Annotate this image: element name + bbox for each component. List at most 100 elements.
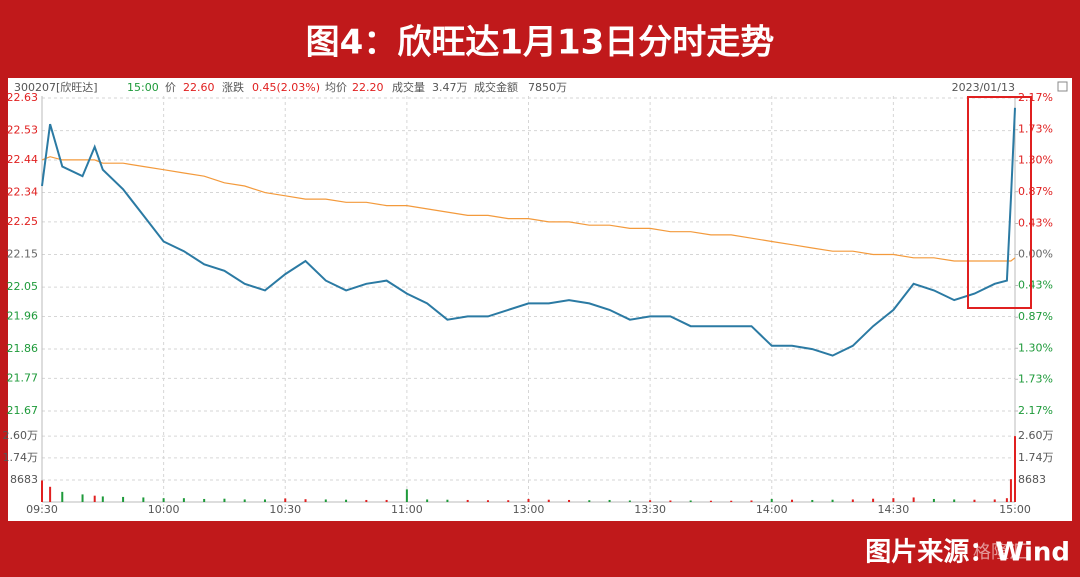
date: 2023/01/13 bbox=[952, 81, 1015, 94]
x-tick-label: 09:30 bbox=[26, 503, 58, 516]
volume-bar bbox=[466, 499, 469, 502]
volume-bar bbox=[223, 498, 226, 502]
volume-bar bbox=[649, 500, 652, 502]
volume-bar bbox=[527, 498, 530, 502]
y2-tick-label: 0.43% bbox=[1018, 279, 1053, 292]
info-text: 0.45(2.03%) bbox=[252, 81, 320, 94]
y2-tick-label: 0.87% bbox=[1018, 185, 1053, 198]
volume-bar bbox=[811, 499, 814, 502]
volume-bar bbox=[93, 495, 96, 502]
volume-bar bbox=[81, 494, 84, 502]
source: 图片来源：Wind bbox=[865, 538, 1070, 568]
y-tick-label: 22.44 bbox=[7, 153, 39, 166]
x-tick-label: 14:30 bbox=[878, 503, 910, 516]
vol-tick-label: 1.74万 bbox=[3, 451, 39, 464]
plot-panel bbox=[8, 78, 1072, 521]
watermark: 格隆汇 bbox=[973, 542, 1027, 563]
volume-bar bbox=[628, 500, 631, 502]
volume-bar bbox=[446, 499, 449, 502]
volume-bar bbox=[1005, 498, 1008, 502]
volume-bar bbox=[1009, 479, 1012, 502]
y2-tick-label: 1.73% bbox=[1018, 123, 1053, 136]
volume-bar bbox=[203, 498, 206, 502]
y-tick-label: 22.63 bbox=[7, 91, 39, 104]
x-tick-label: 10:00 bbox=[148, 503, 180, 516]
x-tick-label: 13:30 bbox=[634, 503, 666, 516]
vol-tick-label: 1.74万 bbox=[1018, 451, 1054, 464]
info-text: 7850万 bbox=[528, 81, 567, 94]
volume-bar bbox=[324, 499, 327, 502]
expand-icon[interactable] bbox=[1057, 81, 1068, 92]
volume-bar bbox=[142, 497, 145, 502]
info-text: 成交量 bbox=[392, 80, 425, 94]
series-line bbox=[41, 156, 1016, 262]
chart-title: 图4：欣旺达1月13日分时走势 bbox=[306, 23, 775, 63]
volume-bar bbox=[385, 499, 388, 502]
volume-bar bbox=[365, 499, 368, 502]
volume-bar bbox=[122, 496, 125, 502]
y2-tick-label: 0.87% bbox=[1018, 310, 1053, 323]
vol-tick-label: 8683 bbox=[1018, 473, 1046, 486]
vol-tick-label: 2.60万 bbox=[3, 429, 39, 442]
y2-tick-label: 0.43% bbox=[1018, 216, 1053, 229]
info-text: 价 bbox=[165, 81, 176, 94]
volume-bar bbox=[791, 499, 794, 502]
info-text: 涨跌 bbox=[222, 80, 244, 94]
volume-bar bbox=[730, 500, 733, 502]
y-tick-label: 22.15 bbox=[7, 248, 39, 261]
info-text: 22.20 bbox=[352, 81, 384, 94]
volume-bar bbox=[709, 500, 712, 502]
y2-tick-label: 2.17% bbox=[1018, 404, 1053, 417]
y-tick-label: 22.25 bbox=[7, 215, 39, 228]
x-tick-label: 11:00 bbox=[391, 503, 423, 516]
y-tick-label: 22.34 bbox=[7, 186, 39, 199]
y-tick-label: 21.67 bbox=[7, 404, 39, 417]
info-text: 成交金额 bbox=[474, 80, 518, 94]
y2-tick-label: 1.30% bbox=[1018, 154, 1053, 167]
x-tick-label: 13:00 bbox=[513, 503, 545, 516]
volume-bar bbox=[568, 499, 571, 502]
volume-bar bbox=[932, 498, 935, 502]
volume-bar bbox=[304, 499, 307, 502]
volume-bar bbox=[588, 500, 591, 502]
volume-bar bbox=[61, 491, 64, 502]
volume-bar bbox=[49, 486, 52, 502]
y-tick-label: 21.77 bbox=[7, 371, 39, 384]
volume-bar bbox=[872, 498, 875, 502]
volume-bar bbox=[1014, 436, 1016, 502]
y-tick-label: 22.05 bbox=[7, 280, 39, 293]
volume-bar bbox=[41, 480, 43, 502]
volume-bar bbox=[486, 500, 489, 502]
volume-bar bbox=[284, 498, 287, 502]
info-text: 3.47万 bbox=[432, 81, 468, 94]
volume-bar bbox=[507, 500, 510, 502]
y-tick-label: 21.96 bbox=[7, 309, 39, 322]
y2-tick-label: 2.17% bbox=[1018, 91, 1053, 104]
volume-bar bbox=[953, 499, 956, 502]
info-text: 15:00 bbox=[127, 81, 159, 94]
volume-bar bbox=[831, 499, 834, 502]
highlight-box bbox=[967, 96, 1032, 309]
volume-bar bbox=[669, 500, 672, 502]
volume-bar bbox=[426, 499, 429, 502]
vol-tick-label: 8683 bbox=[10, 473, 38, 486]
y-tick-label: 21.86 bbox=[7, 342, 39, 355]
volume-bar bbox=[770, 498, 773, 502]
volume-bar bbox=[243, 499, 246, 502]
volume-bar bbox=[851, 499, 854, 502]
volume-bar bbox=[547, 499, 550, 502]
volume-bar bbox=[345, 499, 348, 502]
volume-bar bbox=[101, 496, 104, 502]
volume-bar bbox=[405, 489, 408, 502]
x-tick-label: 10:30 bbox=[269, 503, 301, 516]
info-text: 均价 bbox=[325, 81, 347, 94]
x-tick-label: 15:00 bbox=[999, 503, 1031, 516]
y-tick-label: 22.53 bbox=[7, 124, 39, 137]
volume-bar bbox=[973, 499, 976, 502]
info-text: 300207[欣旺达] bbox=[14, 80, 98, 94]
volume-bar bbox=[162, 498, 165, 502]
vol-tick-label: 2.60万 bbox=[1018, 429, 1054, 442]
volume-bar bbox=[263, 499, 266, 502]
volume-bar bbox=[750, 500, 753, 502]
